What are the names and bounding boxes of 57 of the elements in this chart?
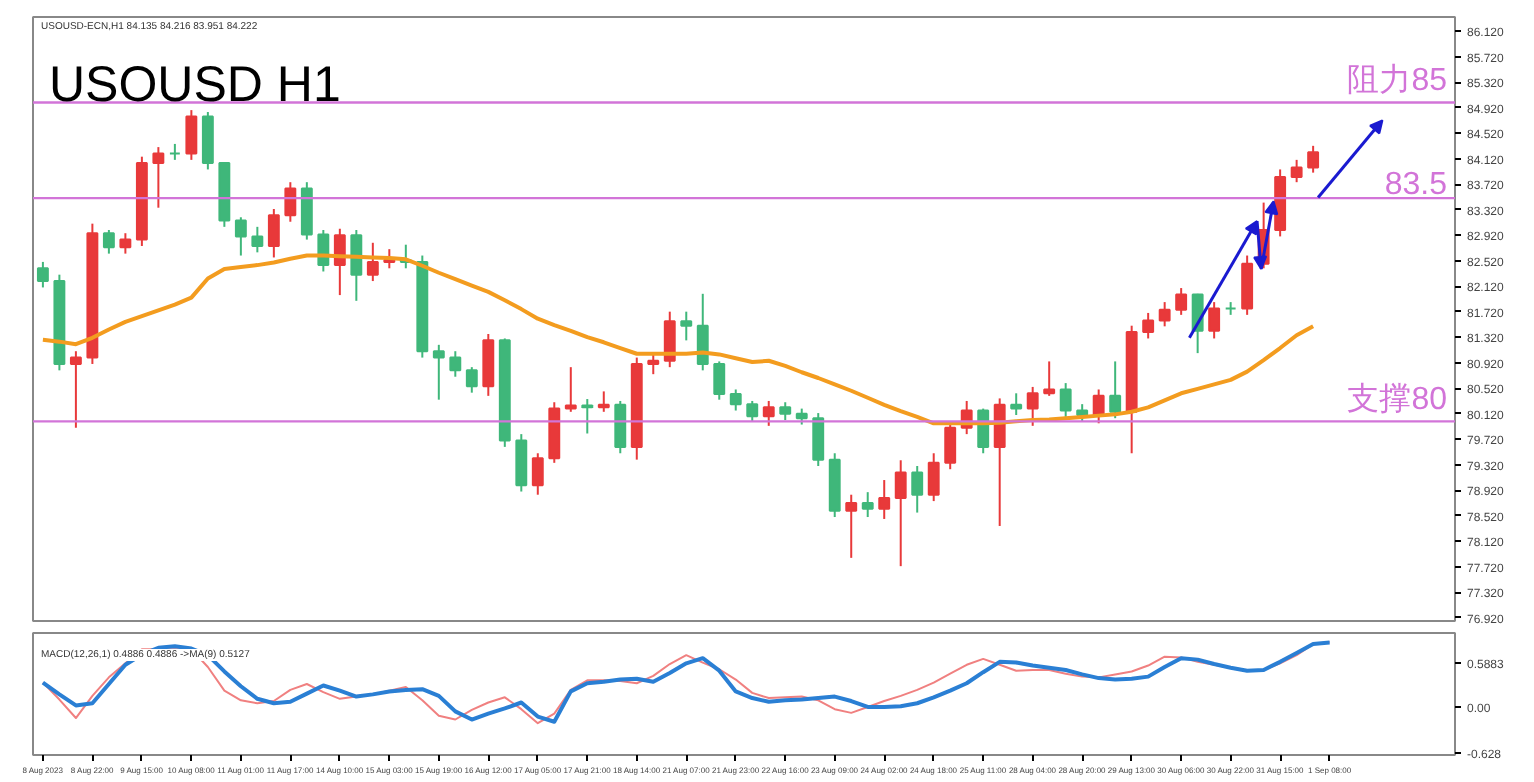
candlestick — [1158, 301, 1171, 328]
candlestick — [1109, 360, 1122, 420]
candlestick — [119, 232, 132, 255]
text: USOUSD H1 — [49, 57, 341, 113]
candlestick — [680, 310, 693, 342]
candlestick — [1241, 254, 1254, 316]
candlestick — [69, 350, 82, 429]
candlestick — [1026, 385, 1039, 427]
ref-line-label: 支撑80 — [1347, 381, 1448, 418]
candlestick — [911, 465, 924, 514]
candlestick — [515, 433, 528, 493]
ref-line-label: 阻力85 — [1347, 62, 1448, 99]
candlestick — [251, 225, 264, 254]
candlestick — [878, 479, 891, 520]
candlestick — [845, 493, 858, 559]
candlestick — [993, 397, 1006, 527]
candlestick — [267, 207, 280, 259]
candlestick — [1175, 287, 1188, 316]
candlestick — [1307, 144, 1320, 174]
candlestick — [1142, 311, 1155, 340]
candlestick — [300, 181, 313, 241]
ref-line-label: 83.5 — [1384, 168, 1448, 203]
candlestick — [614, 399, 627, 455]
candlestick — [564, 366, 577, 413]
candlestick — [597, 390, 610, 413]
candlestick — [1208, 301, 1221, 340]
candlestick — [449, 350, 462, 378]
candlestick — [366, 241, 379, 283]
candlestick — [482, 332, 495, 397]
candlestick — [927, 452, 940, 503]
candlestick — [284, 181, 297, 223]
candlestick — [663, 310, 676, 369]
candlestick — [36, 260, 49, 289]
candlestick — [894, 459, 907, 568]
candlestick — [350, 229, 363, 302]
candlestick — [746, 399, 759, 423]
candlestick — [234, 216, 247, 257]
candlestick — [713, 360, 726, 401]
candlestick — [531, 452, 544, 496]
candlestick — [1290, 158, 1303, 184]
candlestick — [861, 491, 874, 519]
candlestick — [465, 366, 478, 394]
candlestick — [201, 111, 214, 171]
candlestick — [1059, 382, 1072, 418]
candlestick — [432, 343, 445, 401]
candlestick — [102, 229, 115, 255]
candlestick — [1010, 392, 1023, 416]
candlestick — [696, 292, 709, 372]
candlestick — [185, 109, 198, 161]
candlestick — [729, 388, 742, 412]
candlestick — [1043, 360, 1056, 397]
candlestick — [944, 420, 957, 471]
candlestick — [152, 146, 165, 209]
candlestick — [762, 399, 775, 427]
candlestick — [647, 353, 660, 376]
candlestick — [812, 412, 825, 468]
candlestick — [581, 398, 594, 435]
